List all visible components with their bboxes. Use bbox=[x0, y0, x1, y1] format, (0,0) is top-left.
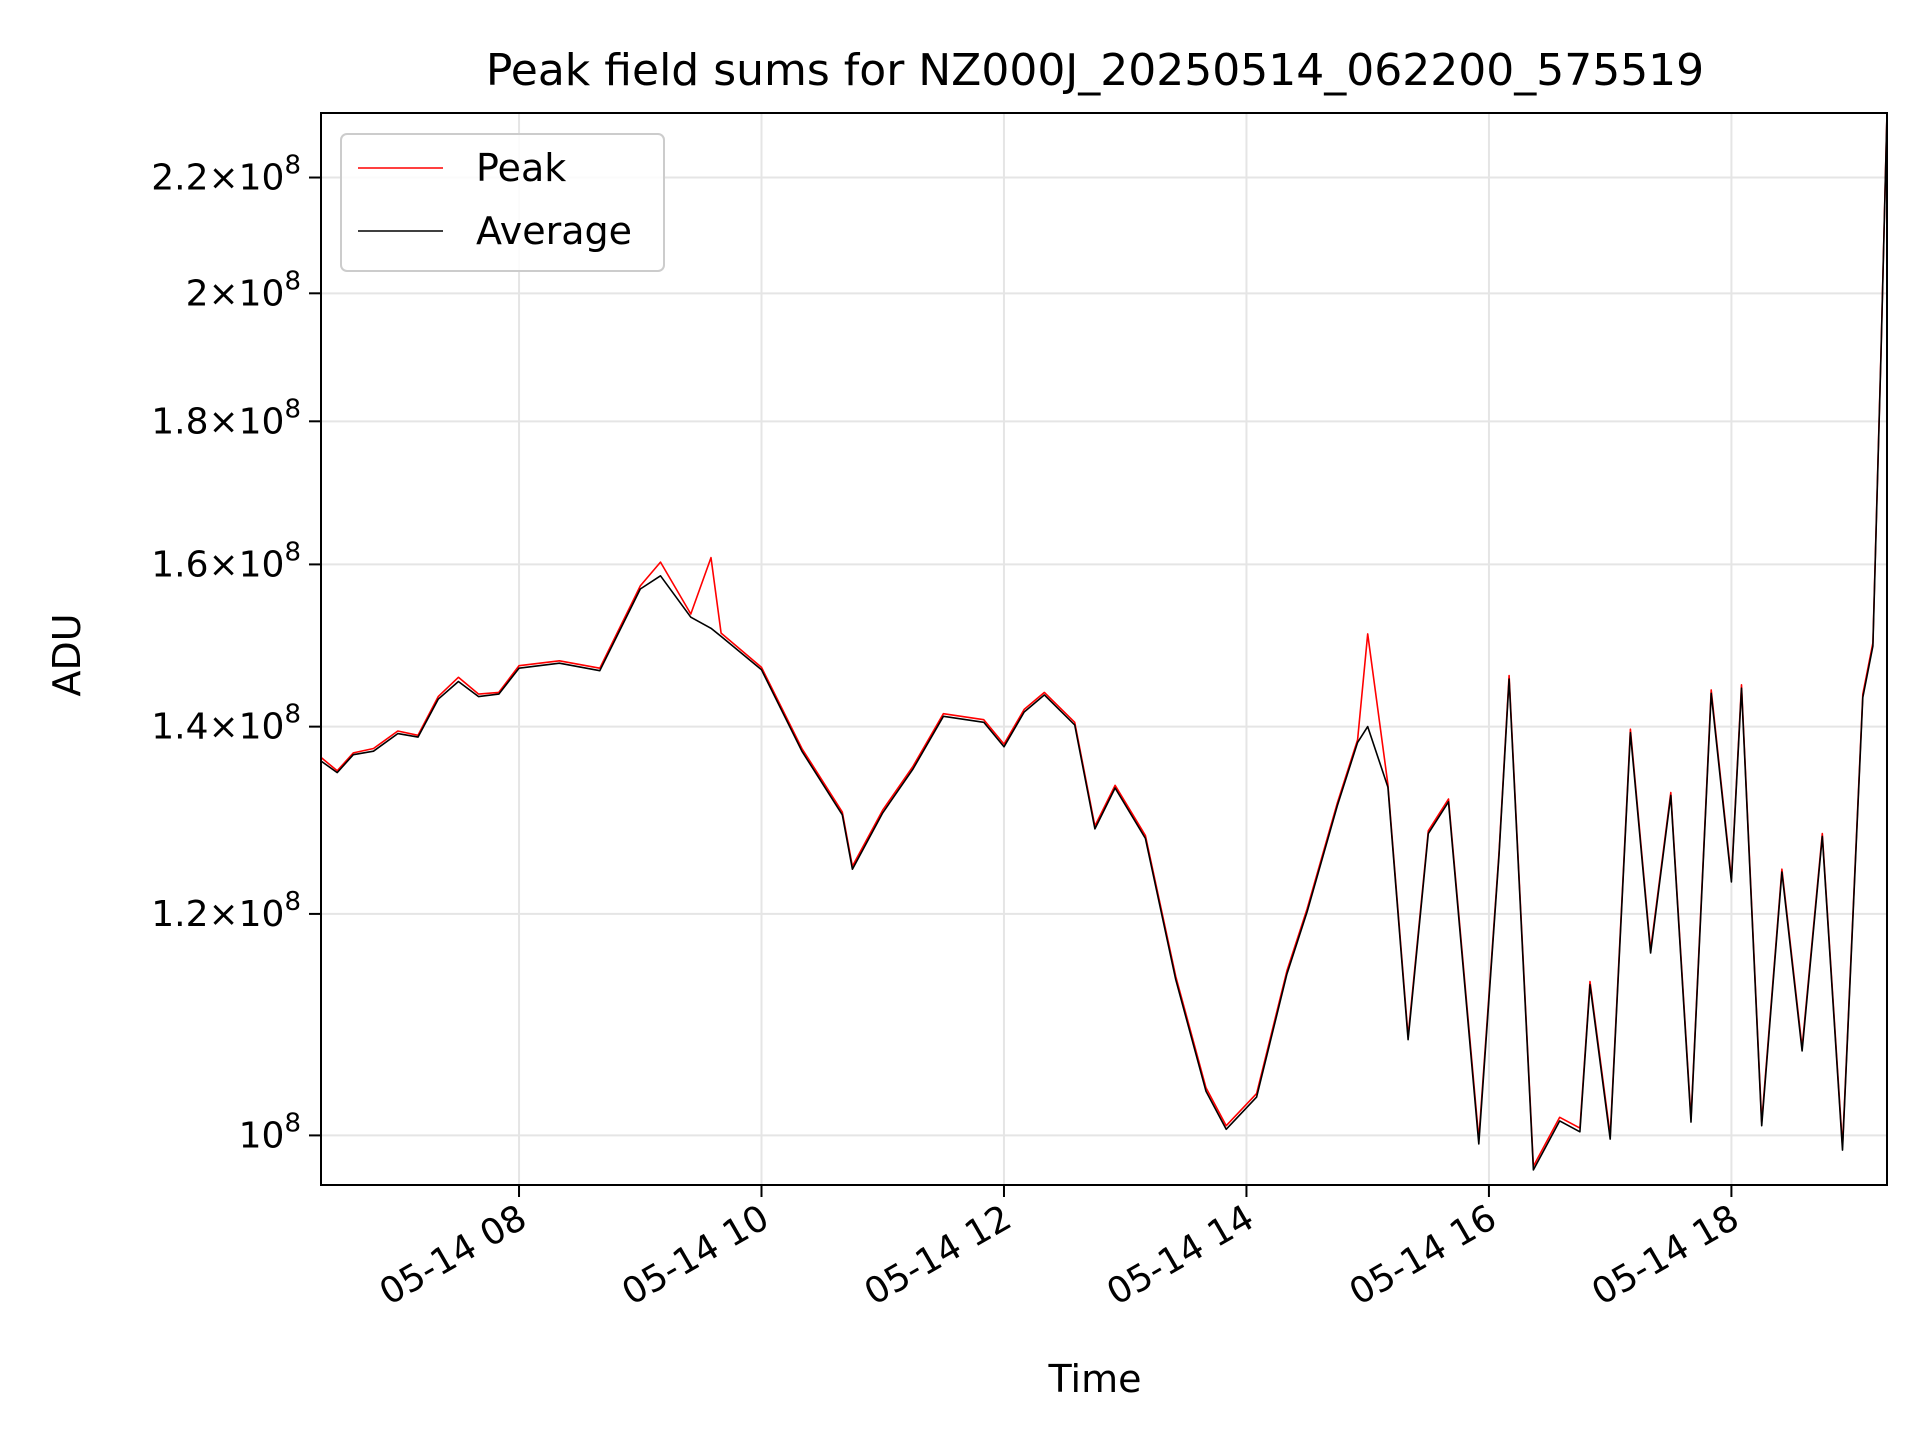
y-axis-ticks: 108 1.2×108 1.4×108 1.6×108 1.8×108 2×108 2.2×… bbox=[151, 151, 321, 1156]
y-tick-label: 1.6×108 bbox=[151, 537, 301, 585]
series-lines bbox=[320, 112, 1888, 1171]
legend-label-peak: Peak bbox=[476, 146, 566, 190]
grid-lines bbox=[321, 113, 1887, 1185]
chart-title: Peak field sums for NZ000J_20250514_0622… bbox=[486, 45, 1704, 96]
y-tick-label: 2.2×108 bbox=[151, 151, 301, 199]
x-axis-label: Time bbox=[1048, 1357, 1142, 1401]
y-axis-label: ADU bbox=[45, 613, 89, 696]
y-tick-label: 1.4×108 bbox=[151, 700, 301, 748]
y-tick-label: 2×108 bbox=[186, 266, 301, 314]
y-tick-label: 108 bbox=[239, 1108, 301, 1156]
y-tick-label: 1.8×108 bbox=[151, 394, 301, 442]
legend-label-average: Average bbox=[476, 209, 632, 253]
plot-frame bbox=[320, 112, 1888, 1186]
series-line-average bbox=[320, 112, 1888, 1171]
legend: Peak Average bbox=[340, 133, 665, 272]
y-tick-label: 1.2×108 bbox=[151, 887, 301, 935]
